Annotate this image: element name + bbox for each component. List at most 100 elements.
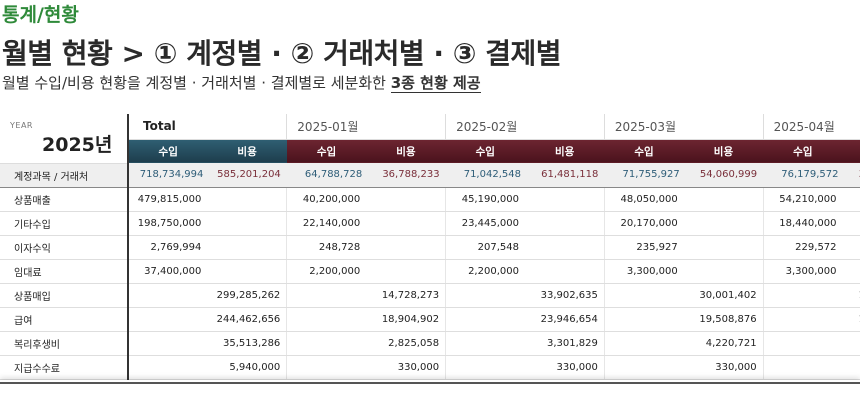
expense-cell: [842, 235, 860, 260]
expense-cell: [524, 187, 605, 212]
income-cell: [445, 307, 525, 332]
income-column-header: 수입: [604, 139, 684, 163]
expense-column-header: 비용: [524, 139, 605, 163]
account-label: 급여: [0, 307, 129, 332]
expense-cell: [683, 259, 764, 284]
expense-cell: 14,728,273: [366, 283, 446, 308]
expense-cell: [366, 259, 446, 284]
expense-cell: 30,001,402: [683, 283, 764, 308]
expense-cell: 5,940,000: [207, 355, 287, 380]
income-cell: [603, 307, 684, 332]
expense-cell: [683, 211, 764, 236]
summary-income-cell: 71,042,548: [445, 163, 525, 188]
income-cell: 22,140,000: [286, 211, 367, 236]
year-value: 2025년: [42, 134, 113, 156]
income-cell: [286, 283, 367, 308]
income-cell: [128, 283, 208, 308]
expense-cell: [366, 211, 446, 236]
expense-cell: 244,462,656: [207, 307, 287, 332]
expense-cell: [683, 187, 764, 212]
table-row: 복리후생비 35,513,286 2,825,058 3,301,829 4,220,7…: [0, 331, 860, 356]
year-cell: YEAR 2025년: [0, 114, 129, 164]
period-header-row: YEAR 2025년 Total 2025-01월 2025-02월 2025-03월 20…: [0, 114, 860, 164]
period-month: 2025-03월: [603, 114, 764, 140]
summary-expense-cell: 585,201,204: [207, 163, 287, 188]
expense-column-header: 비용: [842, 139, 860, 163]
income-cell: [603, 283, 684, 308]
summary-expense-cell: 37,258,644: [842, 163, 860, 188]
table-row: 임대료 37,400,000 2,200,000 2,200,000 3,300,000…: [0, 259, 860, 284]
account-label: 지급수수료: [0, 355, 129, 380]
column-header-row: 수입비용수입비용수입비용수입비용수입비용: [0, 139, 860, 163]
summary-income-cell: 71,755,927: [604, 163, 684, 188]
account-label: 기타수입: [0, 211, 129, 236]
income-cell: 37,400,000: [128, 259, 208, 284]
income-column-header: 수입: [286, 139, 367, 163]
summary-income-cell: 64,788,728: [286, 163, 367, 188]
table-row: 급여 244,462,656 18,904,902 23,946,654 19,508,…: [0, 307, 860, 332]
expense-column-header: 비용: [207, 139, 287, 163]
income-cell: 45,190,000: [445, 187, 525, 212]
expense-cell: 299,285,262: [207, 283, 287, 308]
period-month: 2025-04월: [762, 114, 860, 140]
income-cell: 2,769,994: [128, 235, 208, 260]
expense-cell: 330,000: [366, 355, 446, 380]
income-cell: [762, 307, 843, 332]
page-subtitle: 월별 수입/비용 현황을 계정별 · 거래처별 · 결제별로 세분화한 3종 현…: [2, 72, 481, 93]
expense-cell: [366, 235, 446, 260]
monthly-status-table: YEAR 2025년 Total 2025-01월 2025-02월 2025-03월 20…: [0, 114, 860, 384]
table-row: 기타수입 198,750,000 22,140,000 23,445,000 20,17…: [0, 211, 860, 236]
expense-cell: 19,508,876: [683, 307, 764, 332]
expense-cell: [842, 187, 860, 212]
expense-cell: 35,513,286: [207, 331, 287, 356]
income-cell: [128, 355, 208, 380]
expense-cell: 330,000: [524, 355, 605, 380]
income-cell: [603, 355, 684, 380]
expense-cell: 2,825,058: [366, 331, 446, 356]
expense-column-header: 비용: [683, 139, 764, 163]
table-row: 지급수수료 5,940,000 330,000 330,000 330,000 550,0…: [0, 355, 860, 380]
expense-cell: [207, 259, 287, 284]
income-cell: [603, 331, 684, 356]
income-column-header: 수입: [763, 139, 843, 163]
income-cell: [286, 307, 367, 332]
income-cell: 54,210,000: [762, 187, 843, 212]
subtitle-text: 월별 수입/비용 현황을 계정별 · 거래처별 · 결제별로 세분화한: [2, 74, 391, 92]
period-total: Total: [128, 114, 287, 140]
expense-column-header: 비용: [366, 139, 446, 163]
account-label: 임대료: [0, 259, 129, 284]
year-label: YEAR: [10, 121, 33, 130]
income-cell: 2,200,000: [445, 259, 525, 284]
expense-cell: 19,718,089: [842, 307, 860, 332]
income-cell: 48,050,000: [603, 187, 684, 212]
expense-cell: [524, 235, 605, 260]
expense-cell: 550,000: [842, 355, 860, 380]
income-cell: 2,200,000: [286, 259, 367, 284]
expense-cell: 33,902,635: [524, 283, 605, 308]
page-title: 월별 현황 > ① 계정별 · ② 거래처별 · ③ 결제별: [2, 37, 561, 70]
expense-cell: [683, 235, 764, 260]
summary-expense-cell: 54,060,999: [683, 163, 764, 188]
income-cell: 40,200,000: [286, 187, 367, 212]
expense-cell: [207, 235, 287, 260]
income-cell: [286, 355, 367, 380]
table-row: 이자수익 2,769,994 248,728 207,548 235,927 229,57…: [0, 235, 860, 260]
expense-cell: 13,648,037: [842, 283, 860, 308]
income-cell: 18,440,000: [762, 211, 843, 236]
expense-cell: [842, 211, 860, 236]
income-cell: 248,728: [286, 235, 367, 260]
income-cell: [762, 283, 843, 308]
table-row: 상품매입 299,285,262 14,728,273 33,902,635 30,00…: [0, 283, 860, 308]
section-category: 통계/현황: [2, 4, 79, 26]
income-cell: 198,750,000: [128, 211, 208, 236]
expense-cell: [366, 187, 446, 212]
income-cell: 207,548: [445, 235, 525, 260]
expense-cell: [842, 259, 860, 284]
income-cell: 235,927: [603, 235, 684, 260]
summary-income-cell: 718,734,994: [128, 163, 208, 188]
income-cell: [286, 331, 367, 356]
income-cell: 20,170,000: [603, 211, 684, 236]
period-month: 2025-01월: [286, 114, 446, 140]
income-cell: [128, 331, 208, 356]
summary-expense-cell: 61,481,118: [524, 163, 605, 188]
